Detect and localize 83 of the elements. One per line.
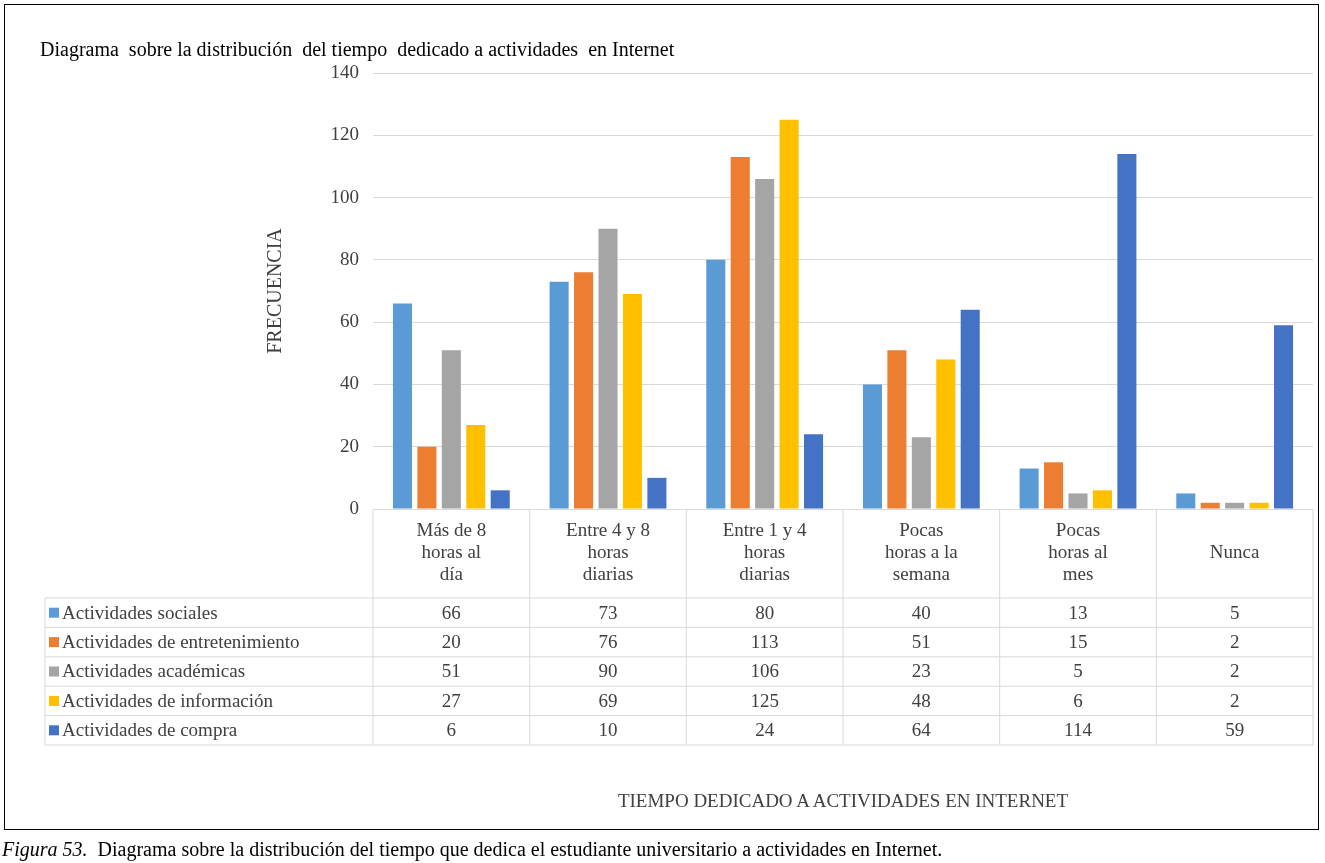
bar: [887, 350, 907, 509]
bar: [779, 119, 799, 509]
bar: [392, 303, 412, 509]
y-tick-label: 100: [330, 185, 359, 207]
bar: [549, 281, 569, 509]
data-label: 5: [1229, 601, 1240, 623]
data-label: 80: [755, 601, 775, 623]
data-label: 90: [598, 660, 618, 682]
bar: [1200, 502, 1220, 509]
x-tick-label: Entre 4 y 8 horas diarias: [566, 519, 650, 585]
text: Figura 53. Diagrama sobre la distribución del tiempo que dedica el estudiante universitario a actividades en Internet.: [2, 838, 943, 860]
legend-label: Actividades de entretenimiento: [62, 631, 300, 653]
bar: [1225, 502, 1245, 509]
data-label: 69: [598, 689, 618, 711]
legend-label: Actividades sociales: [62, 601, 218, 623]
data-label: 73: [598, 601, 618, 623]
data-label: 76: [598, 631, 618, 653]
bar: [598, 228, 618, 509]
bar: [441, 350, 461, 509]
bar: [1092, 490, 1112, 509]
data-label: 48: [911, 689, 931, 711]
x-tick-label: Entre 1 y 4 horas diarias: [722, 519, 808, 585]
data-label: 27: [441, 689, 461, 711]
data-label: 2: [1229, 689, 1240, 711]
y-tick-label: 60: [340, 310, 359, 332]
y-tick-label: 140: [330, 60, 359, 82]
bar: [804, 434, 824, 509]
y-tick-label: 80: [340, 247, 359, 269]
bar: [1249, 502, 1269, 509]
bar: [1044, 462, 1064, 509]
bar: [466, 424, 486, 509]
data-label: 6: [1073, 689, 1083, 711]
bar: [574, 272, 594, 509]
y-axis-title: FRECUENCIA: [263, 227, 286, 354]
data-label: 20: [441, 631, 461, 653]
y-tick-label: 40: [340, 372, 359, 394]
bar: [1019, 468, 1039, 509]
bar: [706, 259, 726, 509]
bar: [647, 477, 667, 509]
data-label: 114: [1064, 719, 1093, 741]
data-label: 6: [446, 719, 457, 741]
data-label: 40: [911, 601, 931, 623]
x-tick-label: Más de 8 horas al día: [416, 519, 487, 585]
bar: [911, 437, 931, 509]
legend-label: Actividades de información: [62, 689, 274, 711]
bar: [755, 178, 775, 509]
x-tick-label: Nunca: [1209, 541, 1261, 563]
data-label: 51: [441, 660, 461, 682]
y-tick-label: 120: [330, 123, 359, 145]
bar: [1068, 493, 1088, 509]
x-tick-label: Pocas horas al mes: [1048, 519, 1108, 585]
bar: [490, 490, 510, 509]
data-label: 15: [1068, 631, 1088, 653]
bar: [417, 446, 437, 509]
data-label: 51: [911, 631, 931, 653]
data-label: 125: [750, 689, 779, 711]
data-label: 23: [911, 660, 931, 682]
y-tick-label: 20: [340, 434, 359, 456]
bar: [1117, 153, 1137, 509]
data-label: 13: [1068, 601, 1088, 623]
y-tick-label: 0: [349, 496, 359, 518]
data-label: 106: [750, 660, 779, 682]
data-label: 66: [441, 601, 461, 623]
data-label: 113: [750, 631, 779, 653]
bar: [1274, 325, 1294, 509]
bar: [622, 294, 642, 509]
chart-title: Diagrama sobre la distribución del tiempo dedicado a actividades en Internet: [40, 38, 675, 61]
x-tick-label: Pocas horas a la semana: [884, 519, 959, 585]
legend-label: Actividades académicas: [62, 660, 246, 682]
data-label: 5: [1073, 660, 1083, 682]
bar: [960, 309, 980, 509]
data-label: 10: [598, 719, 618, 741]
bar: [862, 384, 882, 509]
data-label: 2: [1229, 660, 1240, 682]
bar: [730, 157, 750, 509]
data-label: 2: [1229, 631, 1240, 653]
text: TIEMPO DEDICADO A ACTIVIDADES EN INTERNET: [616, 790, 1070, 812]
data-label: 24: [755, 719, 775, 741]
bar: [1176, 493, 1196, 509]
legend-label: Actividades de compra: [62, 719, 238, 741]
data-label: 59: [1225, 719, 1245, 741]
data-label: 64: [911, 719, 932, 741]
bar: [936, 359, 956, 509]
